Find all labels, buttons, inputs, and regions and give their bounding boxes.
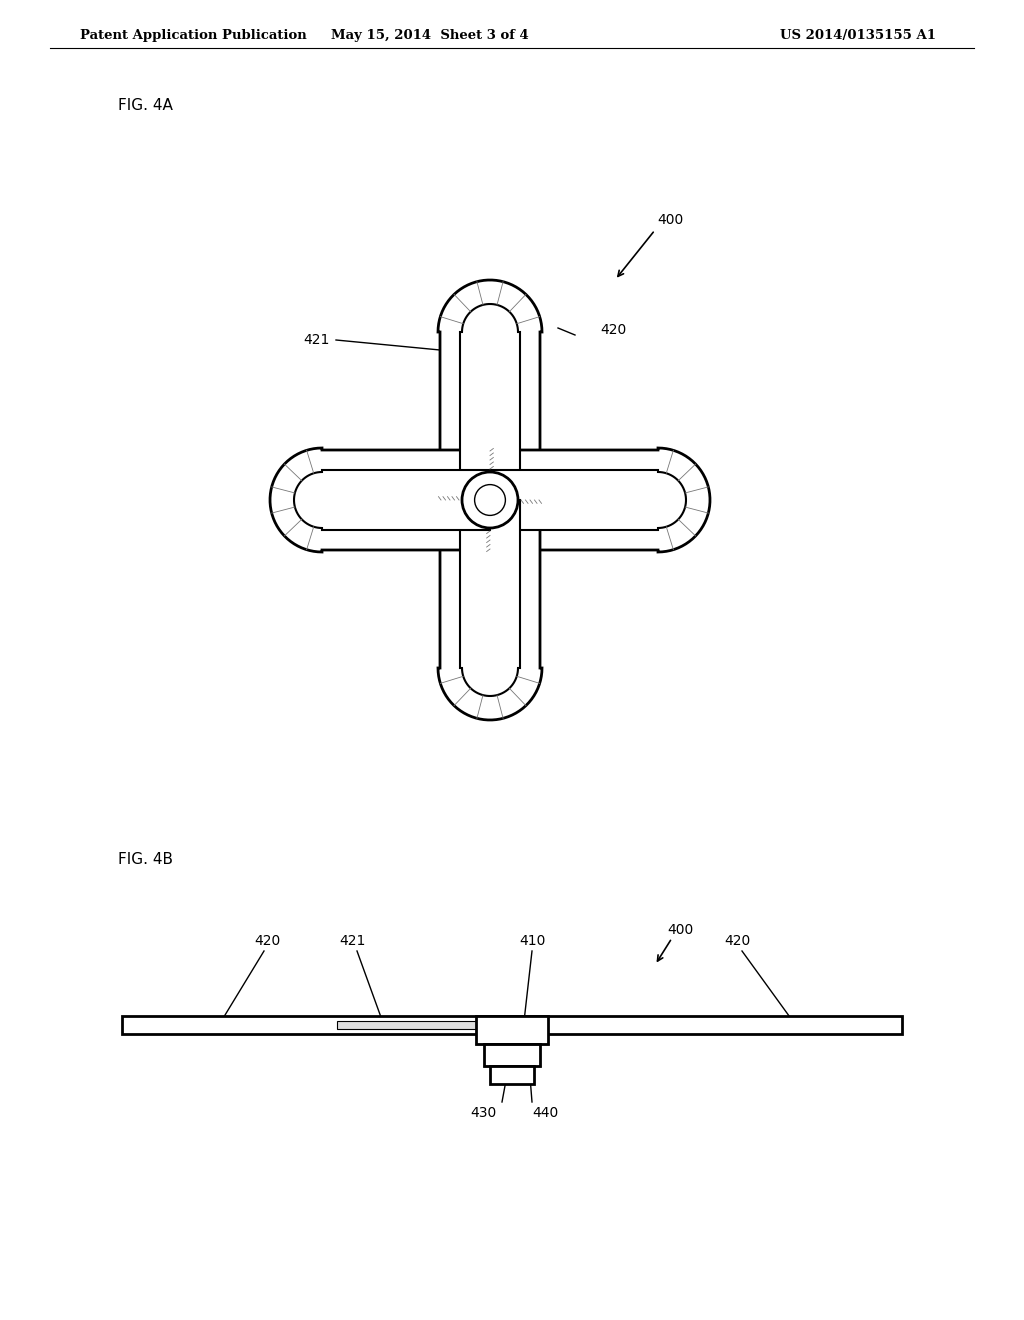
Polygon shape [438,500,542,719]
Text: 440: 440 [532,1106,558,1119]
Text: US 2014/0135155 A1: US 2014/0135155 A1 [780,29,936,41]
Text: 420: 420 [254,935,281,948]
Text: 420: 420 [600,323,627,337]
Text: 421: 421 [304,333,330,347]
Polygon shape [490,447,710,552]
Circle shape [462,473,518,528]
Text: Patent Application Publication: Patent Application Publication [80,29,307,41]
Polygon shape [294,470,490,531]
Text: FIG. 4A: FIG. 4A [118,98,173,112]
Text: 421: 421 [339,935,366,948]
Bar [490,1067,534,1084]
Text: 410: 410 [519,935,545,948]
Text: 430: 430 [471,1106,497,1119]
Bar [476,1016,548,1044]
Text: May 15, 2014  Sheet 3 of 4: May 15, 2014 Sheet 3 of 4 [331,29,528,41]
Bar [484,1044,540,1067]
Polygon shape [460,500,520,696]
Text: 400: 400 [667,923,693,937]
Bar [337,1020,492,1030]
Bar [122,1016,902,1034]
Text: 410: 410 [329,490,355,504]
Polygon shape [438,280,542,500]
Circle shape [474,484,506,515]
Polygon shape [270,447,490,552]
Polygon shape [490,470,686,531]
Text: FIG. 4B: FIG. 4B [118,853,173,867]
Text: 400: 400 [656,213,683,227]
Text: 420: 420 [724,935,751,948]
Polygon shape [460,304,520,500]
